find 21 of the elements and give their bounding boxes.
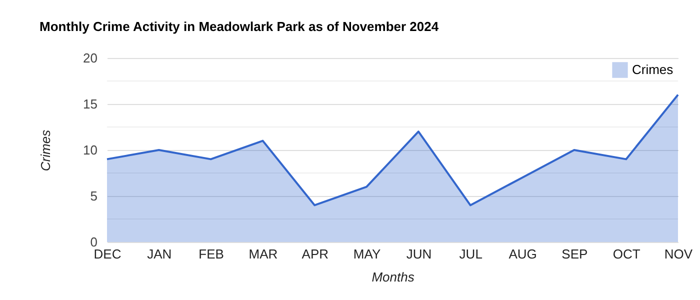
y-tick-label: 5 (90, 188, 98, 204)
y-tick-label: 10 (83, 142, 98, 158)
y-tick-label: 0 (90, 234, 98, 250)
x-tick-label: SEP (562, 246, 588, 262)
x-tick-label: NOV (664, 246, 693, 262)
x-tick-label: JAN (147, 246, 172, 262)
y-axis-title: Crimes (38, 129, 54, 172)
x-tick-label: JUL (459, 246, 482, 262)
y-tick-label: 20 (83, 50, 98, 66)
x-tick-label: AUG (508, 246, 537, 262)
y-tick-label: 15 (83, 96, 98, 112)
x-tick-label: MAR (248, 246, 278, 262)
x-tick-label: FEB (198, 246, 224, 262)
x-tick-label: APR (302, 246, 329, 262)
x-tick-label: MAY (353, 246, 381, 262)
chart-title: Monthly Crime Activity in Meadowlark Park as of November 2024 (40, 19, 440, 34)
x-tick-label: OCT (612, 246, 640, 262)
legend-label: Crimes (632, 62, 674, 77)
x-tick-label: JUN (406, 246, 432, 262)
x-axis-title: Months (372, 270, 415, 284)
x-tick-label: DEC (94, 246, 122, 262)
